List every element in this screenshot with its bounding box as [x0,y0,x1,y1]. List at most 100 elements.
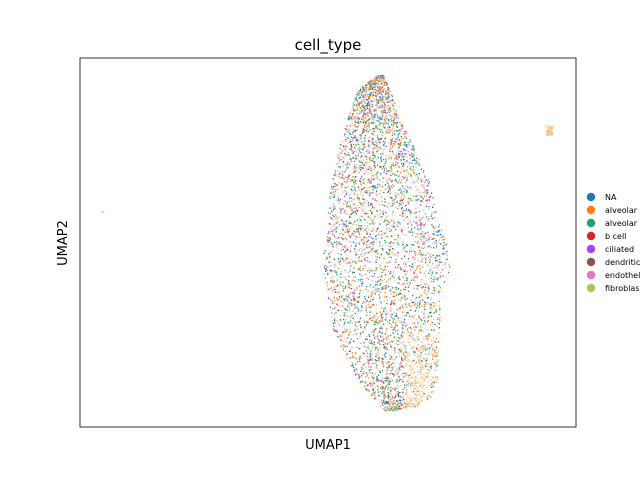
scatter-point [375,140,377,142]
scatter-point [367,191,369,193]
scatter-point [371,83,373,85]
scatter-point [417,198,420,200]
scatter-point [361,275,363,277]
scatter-point [358,150,361,152]
scatter-point [388,91,390,93]
scatter-point [384,386,387,388]
scatter-point [359,97,361,99]
scatter-point [334,241,336,243]
scatter-point [347,163,349,165]
scatter-point [331,270,333,272]
scatter-point [384,307,386,309]
scatter-point [439,256,441,258]
scatter-point [403,177,405,179]
scatter-point [337,221,339,223]
scatter-point [340,300,342,303]
scatter-point [386,107,389,109]
scatter-point [414,393,416,395]
scatter-point [398,355,401,357]
scatter-point [359,324,361,326]
scatter-point [350,264,352,266]
scatter-point [348,222,350,225]
scatter-point [373,154,375,156]
scatter-point [395,152,397,154]
scatter-point [376,256,379,258]
scatter-point [434,291,436,293]
scatter-point [420,372,422,374]
scatter-point [405,234,407,236]
scatter-point [419,254,421,256]
scatter-point [370,245,372,247]
scatter-point [352,112,354,115]
scatter-point [373,335,376,338]
scatter-point [379,80,381,82]
scatter-point [431,223,433,225]
scatter-point [344,134,346,136]
scatter-point [405,174,407,177]
scatter-point [394,388,396,390]
scatter-point [432,377,435,379]
scatter-point [403,372,406,375]
scatter-point [353,160,356,163]
scatter-point [385,358,387,360]
scatter-point [357,338,359,340]
scatter-point [334,172,336,174]
scatter-point [368,341,370,344]
scatter-point [396,325,398,327]
scatter-point [417,332,420,334]
scatter-point [350,259,352,261]
scatter-point [352,232,354,235]
scatter-point [430,275,432,277]
scatter-point [426,232,428,234]
scatter-point [436,352,438,355]
scatter-point [375,126,377,128]
scatter-point [354,124,356,126]
scatter-point [377,107,379,109]
scatter-point [385,337,387,339]
scatter-point [343,323,345,325]
scatter-point [364,95,366,97]
scatter-point [400,349,402,352]
scatter-point [369,129,371,131]
scatter-point [346,231,348,233]
scatter-point [389,150,391,153]
scatter-point [374,88,377,91]
scatter-point [407,203,410,205]
scatter-point [402,328,405,330]
scatter-point [342,183,344,185]
scatter-point [347,137,349,140]
scatter-point [380,315,382,317]
scatter-point [415,297,417,300]
scatter-point [368,167,370,169]
scatter-point [398,337,400,339]
scatter-point [381,325,383,327]
scatter-point [391,395,394,398]
scatter-point [380,106,383,108]
scatter-point [400,298,402,300]
scatter-point [392,329,394,331]
scatter-point [383,118,386,120]
scatter-point [402,388,404,390]
scatter-point [389,192,391,194]
scatter-point [345,248,347,250]
scatter-point [355,167,357,169]
scatter-point [366,382,368,384]
scatter-point [431,383,433,385]
scatter-point [438,242,440,244]
scatter-point [356,104,358,106]
scatter-point [370,117,372,119]
scatter-point [412,301,414,304]
scatter-point [417,402,419,404]
scatter-point [364,107,366,109]
scatter-point [331,188,333,190]
scatter-point [419,356,422,358]
scatter-point [403,151,405,153]
scatter-point [372,148,374,150]
scatter-point [400,195,402,197]
scatter-point [371,128,373,130]
scatter-point [393,327,395,329]
scatter-point [415,275,417,277]
scatter-point [367,321,369,324]
scatter-point [423,186,425,188]
scatter-point [366,222,368,224]
